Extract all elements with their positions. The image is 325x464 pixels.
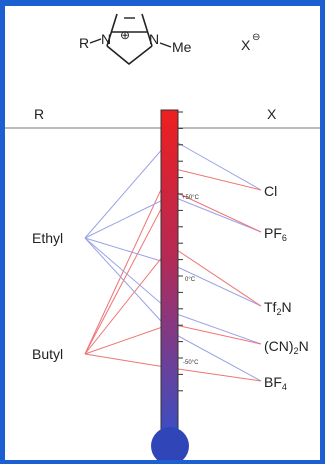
temp-mark-plus-50: +50°C [182,195,200,201]
negative-charge-symbol: ⊖ [252,32,260,43]
imidazolium-ring [106,13,153,66]
anion-chloride-label: Cl [264,183,277,199]
nitrogen-2-label: N [149,31,159,47]
ethyl-dicyanamide-link [84,237,172,313]
butyl-hexafluorophosphate-link [84,189,172,355]
butyl-chloride-anion-link [170,167,262,191]
substituent-r-label: R [79,35,89,51]
thermometer-ticks [178,111,183,392]
ethyl-tetrafluoroborate-anion-link [170,331,262,382]
header-x: X [267,106,277,122]
butyl-triflimide-link [84,245,172,355]
anion-x-label: X [241,37,251,53]
me-bond [159,42,172,48]
ethyl-chloride-anion-link [170,138,262,191]
thermometer-tube [160,109,179,436]
header-r: R [34,106,44,122]
methyl-label: Me [172,39,192,55]
anion-hexafluorophosphate-label: PF6 [264,225,287,243]
butyl-tetrafluoroborate-link [84,353,172,369]
cation-butyl-label: Butyl [32,346,63,362]
temperature-labels: +50°C 0°C -50°C [182,195,200,366]
ethyl-chloride-link [84,138,172,239]
temp-mark-zero: 0°C [185,277,196,283]
r-bond [89,38,102,44]
butyl-triflimide-anion-link [170,245,262,307]
butyl-dicyanamide-anion-link [170,323,262,345]
ethyl-hexafluorophosphate-anion-link [170,195,262,233]
anion-triflimide-label: Tf2N [264,299,292,317]
connection-lines [84,138,262,382]
positive-charge-symbol: ⊕ [120,28,130,42]
ethyl-triflimide-anion-link [170,263,262,307]
ethyl-hexafluorophosphate-link [84,195,172,239]
imidazolium-structure: R N ⊕ N Me X ⊖ [79,13,260,66]
cation-ethyl-label: Ethyl [32,230,63,246]
thermometer-bulb [151,427,189,460]
melting-point-diagram: R N ⊕ N Me X ⊖ R X +50°C 0°C -50°C Ethyl… [5,13,320,460]
butyl-dicyanamide-link [84,323,172,355]
butyl-hexafluorophosphate-anion-link [170,189,262,233]
ethyl-dicyanamide-anion-link [170,311,262,345]
butyl-chloride-link [84,167,172,355]
ethyl-tetrafluoroborate-link [84,237,172,333]
anion-tetrafluoroborate-label: BF4 [264,374,287,392]
anion-dicyanamide-label: (CN)2N [264,338,309,356]
thermometer [151,109,189,460]
butyl-tetrafluoroborate-anion-link [170,367,262,382]
nitrogen-1-label: N [101,31,111,47]
ethyl-triflimide-link [84,237,172,265]
temp-mark-minus-50: -50°C [183,360,199,366]
